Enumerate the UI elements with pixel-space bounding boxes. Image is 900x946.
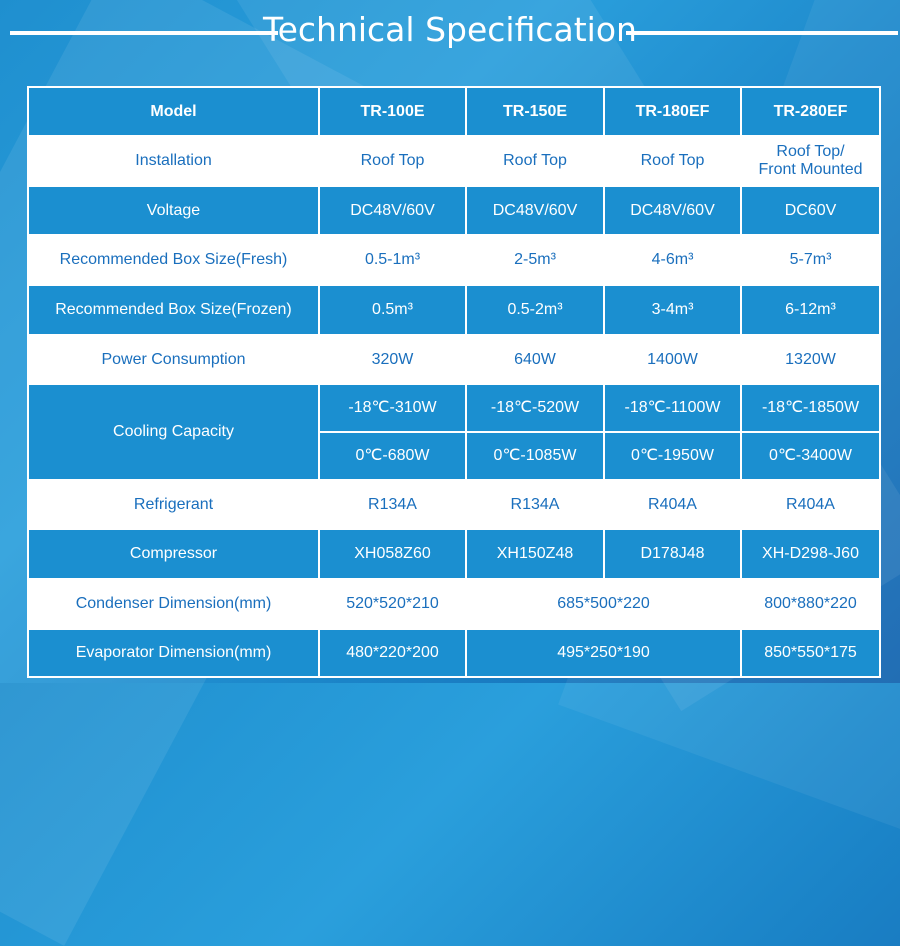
table-cell: Roof Top	[603, 135, 742, 187]
table-row-condenser: Condenser Dimension(mm) 520*520*210 685*…	[27, 578, 881, 630]
table-header-row: Model TR-100E TR-150E TR-180EF TR-280EF	[27, 86, 881, 137]
table-cell: 5-7m³	[740, 234, 881, 286]
table-cell: 1320W	[740, 334, 881, 385]
table-cell: R134A	[318, 479, 467, 530]
table-cell: 4-6m³	[603, 234, 742, 286]
page-title: Technical Specification	[263, 10, 637, 49]
row-label: Voltage	[27, 185, 320, 236]
column-header: TR-100E	[318, 86, 467, 137]
table-cell: 850*550*175	[740, 628, 881, 678]
table-cell: Roof Top	[465, 135, 605, 187]
table-cell: -18℃-1850W	[740, 383, 881, 433]
row-label: Refrigerant	[27, 479, 320, 530]
table-cell: D178J48	[603, 528, 742, 580]
table-cell: XH-D298-J60	[740, 528, 881, 580]
table-cell: -18℃-310W	[318, 383, 467, 433]
table-cell: 0.5m³	[318, 284, 467, 336]
table-cell: Roof Top/ Front Mounted	[740, 135, 881, 187]
table-row-compressor: Compressor XH058Z60 XH150Z48 D178J48 XH-…	[27, 528, 881, 580]
spec-table: Model TR-100E TR-150E TR-180EF TR-280EF …	[27, 86, 881, 678]
table-cell: 1400W	[603, 334, 742, 385]
table-cell: Roof Top	[318, 135, 467, 187]
header-rule-left	[10, 31, 278, 35]
table-cell: 800*880*220	[740, 578, 881, 630]
table-row-refrigerant: Refrigerant R134A R134A R404A R404A	[27, 479, 881, 530]
table-cell: 0℃-1085W	[465, 431, 605, 481]
table-row-voltage: Voltage DC48V/60V DC48V/60V DC48V/60V DC…	[27, 185, 881, 236]
row-label: Installation	[27, 135, 320, 187]
table-cell: 0℃-3400W	[740, 431, 881, 481]
row-label: Evaporator Dimension(mm)	[27, 628, 320, 678]
table-cell: 3-4m³	[603, 284, 742, 336]
table-cell: 520*520*210	[318, 578, 467, 630]
column-header: TR-180EF	[603, 86, 742, 137]
page-header: Technical Specification	[0, 8, 900, 54]
header-rule-right	[626, 31, 898, 35]
table-cell: DC48V/60V	[318, 185, 467, 236]
table-row-box-frozen: Recommended Box Size(Frozen) 0.5m³ 0.5-2…	[27, 284, 881, 336]
table-cell: 2-5m³	[465, 234, 605, 286]
table-cell: XH058Z60	[318, 528, 467, 580]
table-cell: 495*250*190	[465, 628, 742, 678]
row-label: Compressor	[27, 528, 320, 580]
table-row-power: Power Consumption 320W 640W 1400W 1320W	[27, 334, 881, 385]
table-cell: 6-12m³	[740, 284, 881, 336]
row-label: Power Consumption	[27, 334, 320, 385]
row-label: Condenser Dimension(mm)	[27, 578, 320, 630]
table-cell: R404A	[740, 479, 881, 530]
table-row-evaporator: Evaporator Dimension(mm) 480*220*200 495…	[27, 628, 881, 678]
table-cell: 640W	[465, 334, 605, 385]
table-cell: DC48V/60V	[603, 185, 742, 236]
table-cell: 320W	[318, 334, 467, 385]
table-cell: XH150Z48	[465, 528, 605, 580]
row-label: Recommended Box Size(Fresh)	[27, 234, 320, 286]
table-row-cooling-minus18: Cooling Capacity -18℃-310W -18℃-520W -18…	[27, 383, 881, 481]
table-cell: R134A	[465, 479, 605, 530]
table-cell: -18℃-1100W	[603, 383, 742, 433]
table-cell: 685*500*220	[465, 578, 742, 630]
table-cell: DC48V/60V	[465, 185, 605, 236]
table-cell: 0.5-1m³	[318, 234, 467, 286]
row-label: Cooling Capacity	[27, 383, 320, 481]
column-header: TR-150E	[465, 86, 605, 137]
table-cell: 0℃-680W	[318, 431, 467, 481]
table-cell: 0.5-2m³	[465, 284, 605, 336]
table-cell: R404A	[603, 479, 742, 530]
column-header: TR-280EF	[740, 86, 881, 137]
table-cell: DC60V	[740, 185, 881, 236]
table-cell: 480*220*200	[318, 628, 467, 678]
table-row-box-fresh: Recommended Box Size(Fresh) 0.5-1m³ 2-5m…	[27, 234, 881, 286]
table-row-installation: Installation Roof Top Roof Top Roof Top …	[27, 135, 881, 187]
row-label: Recommended Box Size(Frozen)	[27, 284, 320, 336]
column-header: Model	[27, 86, 320, 137]
table-cell: 0℃-1950W	[603, 431, 742, 481]
table-row-cooling-zero: 0℃-680W 0℃-1085W 0℃-1950W 0℃-3400W	[28, 431, 881, 481]
table-cell: -18℃-520W	[465, 383, 605, 433]
